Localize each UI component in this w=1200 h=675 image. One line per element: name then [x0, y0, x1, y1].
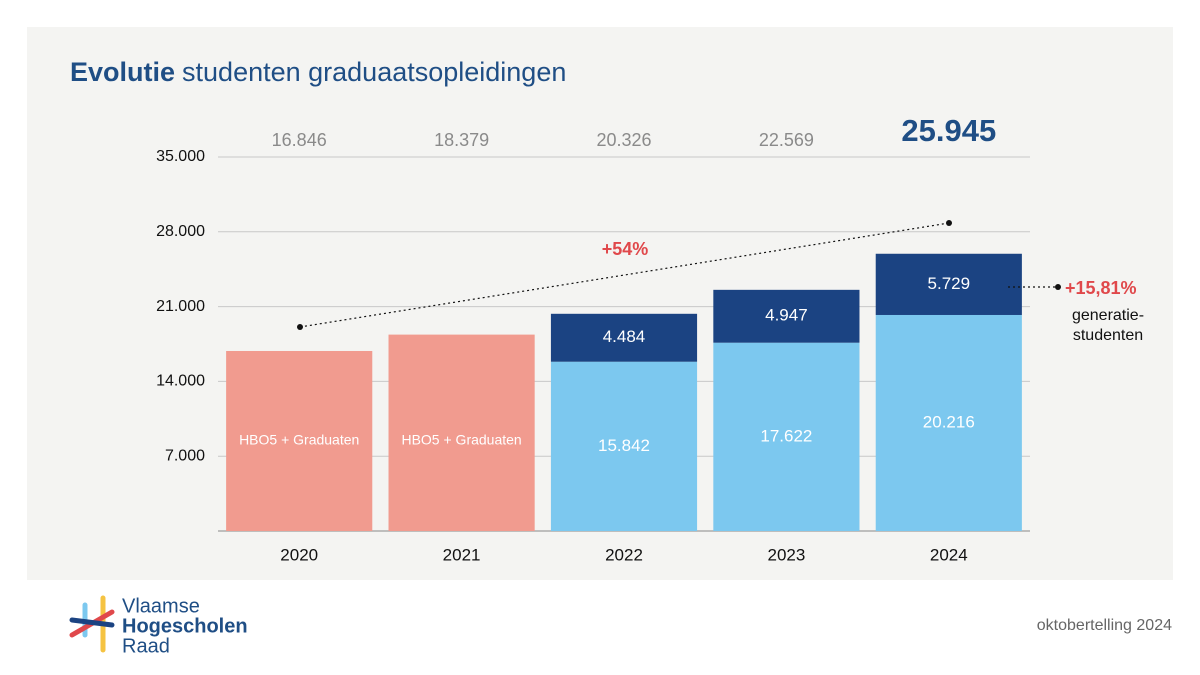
x-tick-label: 2024 [930, 545, 968, 564]
x-tick-label: 2022 [605, 545, 643, 564]
total-label: 20.326 [596, 130, 651, 150]
value-label: 5.729 [928, 274, 971, 293]
y-tick-label: 14.000 [156, 373, 205, 390]
value-label: 15.842 [598, 436, 650, 455]
annotation: +15,81% [1065, 278, 1137, 298]
segment-label: HBO5 + Graduaten [401, 432, 521, 448]
title-bold: Evolutie [70, 57, 175, 87]
bar-segment [713, 289, 860, 343]
total-label: 25.945 [901, 113, 996, 148]
chart-title: Evolutie studenten graduaatsopleidingen [70, 57, 566, 87]
title-rest: studenten graduaatsopleidingen [182, 57, 566, 87]
y-tick-label: 7.000 [165, 447, 205, 464]
annotation: +54% [602, 239, 649, 259]
value-label: 4.484 [603, 327, 646, 346]
total-label: 18.379 [434, 130, 489, 150]
bar-segment [713, 342, 860, 531]
bar-segment [550, 361, 698, 531]
y-tick-label: 28.000 [156, 223, 205, 240]
logo-text: Hogescholen [122, 615, 248, 637]
logo: Vlaamse Hogescholen Raad [69, 595, 248, 657]
y-tick-label: 35.000 [156, 148, 205, 165]
value-label: 17.622 [760, 426, 812, 445]
total-label: 16.846 [272, 130, 327, 150]
bar-segment [388, 334, 535, 531]
trend-dot [297, 324, 303, 330]
logo-text: Raad [122, 635, 170, 657]
share-dot [1055, 284, 1061, 290]
x-tick-label: 2023 [767, 545, 805, 564]
value-label: 20.216 [923, 412, 975, 431]
bar-segment [550, 313, 698, 362]
total-label: 22.569 [759, 130, 814, 150]
x-tick-label: 2021 [443, 545, 481, 564]
bar-segment [226, 350, 373, 531]
value-label: 4.947 [765, 306, 808, 325]
segment-label: HBO5 + Graduaten [239, 432, 359, 448]
trend-dot [946, 220, 952, 226]
bar-segment [875, 314, 1022, 531]
x-tick-label: 2020 [280, 545, 318, 564]
bar-segment [875, 253, 1022, 315]
series-label: generatie-studenten [1071, 307, 1145, 344]
y-tick-label: 21.000 [156, 298, 205, 315]
footer-note: oktobertelling 2024 [1037, 617, 1172, 634]
logo-text: Vlaamse [122, 595, 200, 617]
